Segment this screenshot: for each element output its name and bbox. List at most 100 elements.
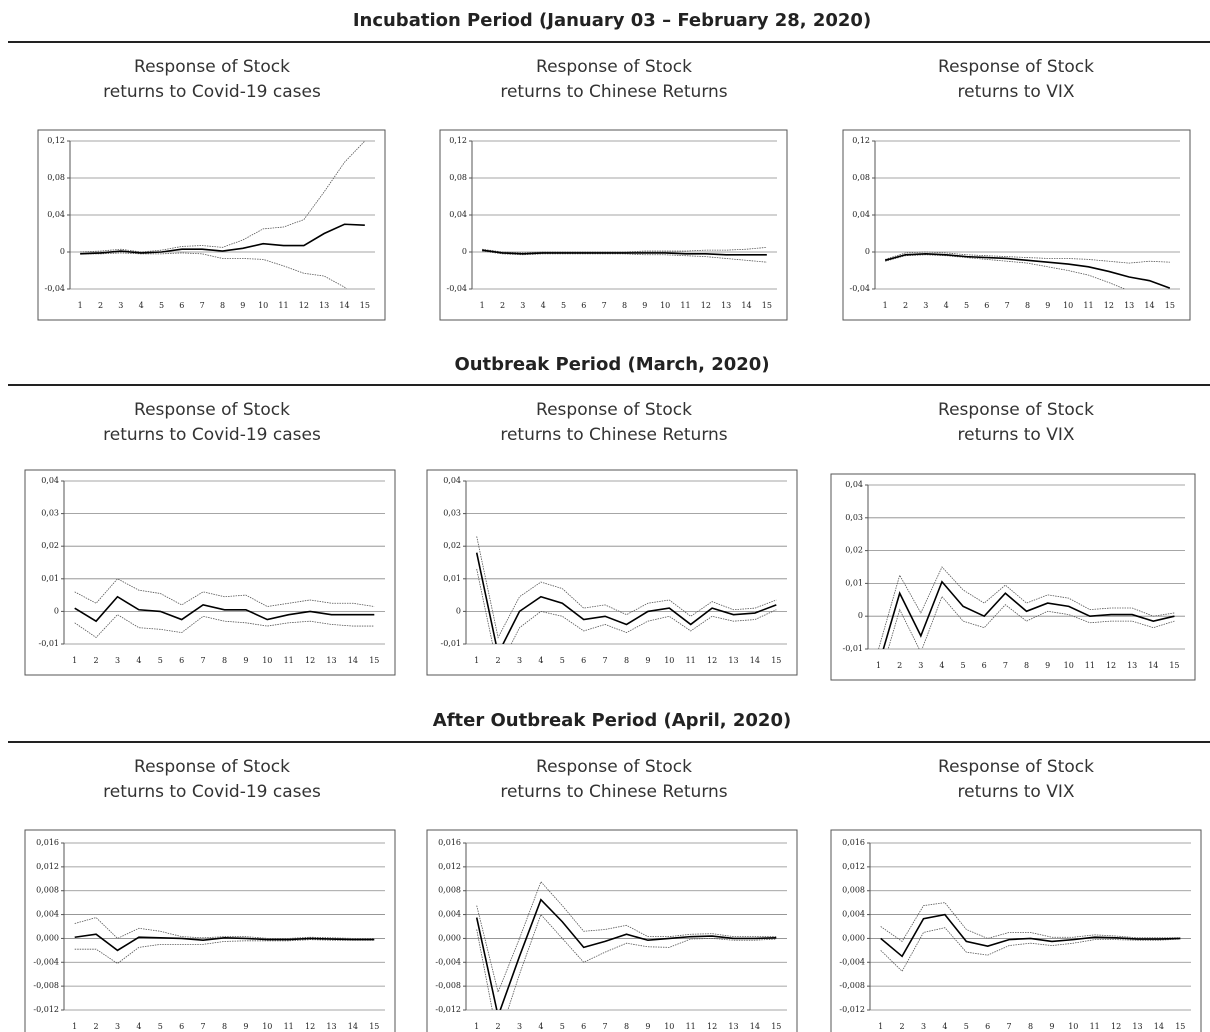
x-tick-label: 6	[984, 301, 989, 310]
x-tick-label: 10	[1064, 661, 1074, 670]
x-tick-label: 14	[750, 1022, 760, 1031]
x-tick-label: 15	[1175, 1022, 1185, 1031]
response-line	[80, 223, 365, 255]
y-tick-label: 0,03	[845, 513, 863, 522]
confidence-band	[80, 252, 347, 289]
response-line	[475, 898, 777, 1010]
chart-title: Response of Stock	[134, 400, 290, 420]
confidence-band	[74, 917, 375, 939]
y-tick-label: -0,04	[446, 284, 467, 293]
chart-title: Response of Stock	[536, 57, 692, 77]
x-tick-label: 15	[1165, 301, 1175, 310]
chart-title: returns to VIX	[958, 782, 1075, 802]
x-tick-label: 15	[762, 301, 772, 310]
chart-title: returns to Chinese Returns	[500, 82, 727, 102]
x-tick-label: 14	[1148, 661, 1158, 670]
x-tick-label: 3	[115, 1022, 120, 1031]
chart-title: Response of Stock	[134, 57, 290, 77]
y-tick-label: -0,008	[839, 981, 865, 990]
chart-title: returns to Covid-19 cases	[103, 425, 321, 445]
x-tick-label: 5	[560, 656, 565, 665]
y-tick-label: 0,004	[842, 910, 865, 919]
chart-title: Response of Stock	[938, 400, 1094, 420]
y-tick-label: 0,004	[36, 910, 59, 919]
chart-frame	[439, 129, 788, 321]
x-tick-label: 4	[136, 656, 141, 665]
x-tick-label: 8	[622, 301, 627, 310]
x-tick-label: 10	[262, 1022, 272, 1031]
x-tick-label: 4	[139, 301, 144, 310]
x-tick-label: 1	[883, 301, 888, 310]
x-tick-label: 10	[664, 656, 674, 665]
x-tick-label: 11	[284, 656, 294, 665]
y-tick-label: 0,03	[41, 509, 59, 518]
x-tick-label: 9	[1049, 1022, 1054, 1031]
y-tick-label: 0,08	[47, 173, 65, 182]
chart-title: returns to VIX	[958, 82, 1075, 102]
chart-title: Response of Stock	[536, 400, 692, 420]
response-line	[475, 552, 777, 644]
y-tick-label: 0,02	[443, 541, 461, 550]
x-tick-label: 7	[603, 1022, 608, 1031]
x-tick-label: 12	[701, 301, 711, 310]
x-tick-label: 15	[771, 1022, 781, 1031]
x-tick-label: 11	[1083, 301, 1093, 310]
chart-frame	[830, 829, 1202, 1032]
chart-title: returns to VIX	[958, 425, 1075, 445]
x-tick-label: 4	[939, 661, 944, 670]
confidence-band	[880, 902, 1181, 942]
response-line	[74, 595, 375, 623]
confidence-band	[482, 250, 767, 263]
y-tick-label: -0,04	[44, 284, 65, 293]
confidence-band	[80, 141, 366, 253]
x-tick-label: 7	[1007, 1022, 1012, 1031]
x-tick-label: 6	[179, 301, 184, 310]
x-tick-label: 11	[680, 301, 690, 310]
x-tick-label: 15	[369, 656, 379, 665]
x-tick-label: 7	[201, 1022, 206, 1031]
x-tick-label: 9	[1045, 661, 1050, 670]
y-tick-label: -0,004	[33, 957, 59, 966]
x-tick-label: 13	[319, 301, 329, 310]
chart-frame	[426, 469, 798, 676]
x-tick-label: 4	[136, 1022, 141, 1031]
x-tick-label: 3	[923, 301, 928, 310]
response-line	[74, 933, 375, 952]
confidence-band	[476, 881, 777, 994]
x-tick-label: 7	[602, 301, 607, 310]
x-tick-label: 13	[326, 656, 336, 665]
y-tick-label: 0,012	[438, 862, 461, 871]
x-tick-label: 11	[1090, 1022, 1100, 1031]
y-tick-label: 0	[462, 247, 467, 256]
y-tick-label: 0	[60, 247, 65, 256]
confidence-band	[885, 251, 1170, 264]
chart-frame	[842, 129, 1191, 321]
y-tick-label: 0,03	[443, 509, 461, 518]
y-tick-label: 0,008	[842, 886, 865, 895]
x-tick-label: 5	[964, 1022, 969, 1031]
x-tick-label: 9	[645, 656, 650, 665]
x-tick-label: 10	[262, 656, 272, 665]
confidence-band	[476, 568, 777, 644]
y-tick-label: 0,008	[36, 886, 59, 895]
x-tick-label: 13	[728, 656, 738, 665]
x-tick-label: 12	[305, 1022, 315, 1031]
y-tick-label: 0,004	[438, 910, 461, 919]
x-tick-label: 5	[961, 661, 966, 670]
x-tick-label: 4	[942, 1022, 947, 1031]
y-tick-label: 0,08	[852, 173, 870, 182]
x-tick-label: 3	[918, 661, 923, 670]
x-tick-label: 10	[664, 1022, 674, 1031]
section-title: Outbreak Period (March, 2020)	[454, 354, 769, 375]
chart-title: returns to Covid-19 cases	[103, 782, 321, 802]
x-tick-label: 10	[258, 301, 268, 310]
x-tick-label: 7	[201, 656, 206, 665]
y-tick-label: -0,008	[435, 981, 461, 990]
x-tick-label: 8	[1024, 661, 1029, 670]
x-tick-label: 9	[1045, 301, 1050, 310]
y-tick-label: -0,008	[33, 981, 59, 990]
y-tick-label: -0,01	[842, 644, 863, 653]
confidence-band	[74, 939, 375, 964]
x-tick-label: 2	[496, 656, 501, 665]
